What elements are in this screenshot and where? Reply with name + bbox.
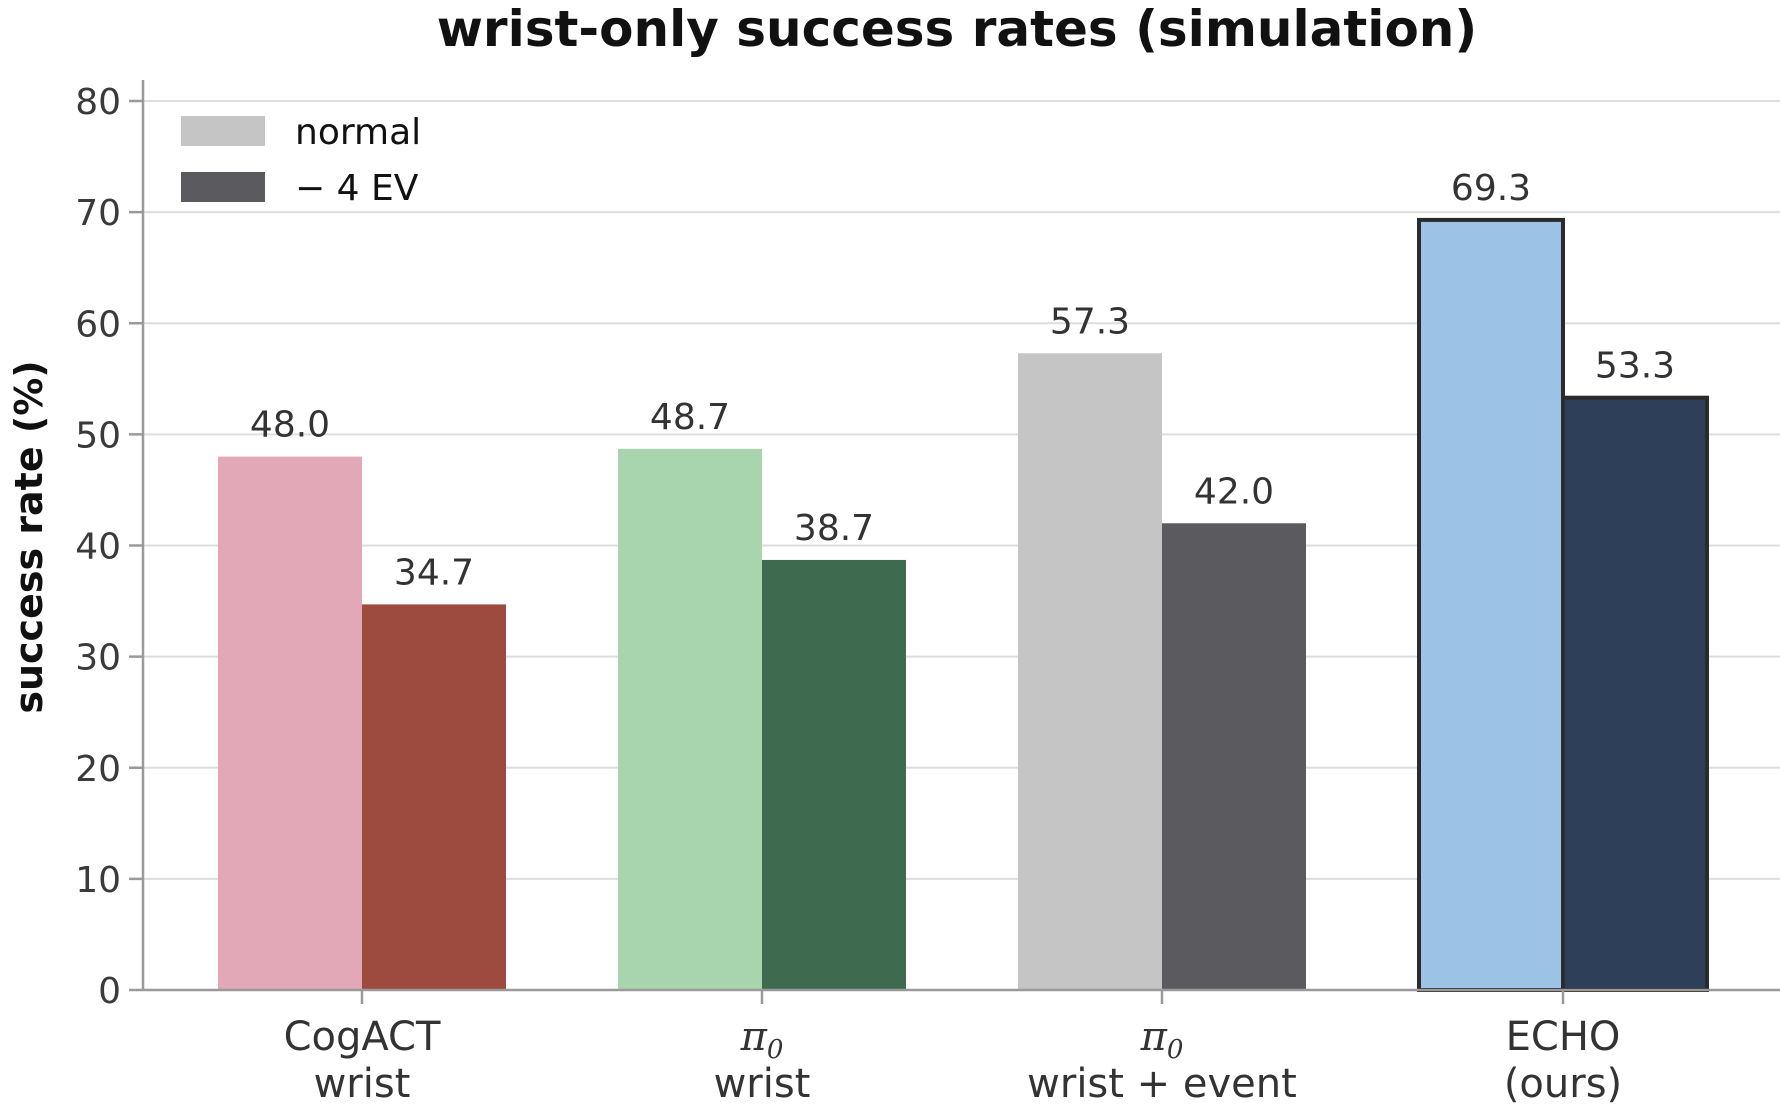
- x-tick-label-line2: (ours): [1504, 1061, 1622, 1107]
- data-label: 48.7: [650, 397, 730, 438]
- bar-minus-4ev-1: [762, 559, 906, 990]
- pi-symbol: π: [740, 1014, 768, 1060]
- bars: [218, 217, 1709, 992]
- bar-normal-1: [618, 448, 762, 990]
- data-label: 34.7: [394, 552, 474, 593]
- y-tick-label: 40: [75, 527, 121, 568]
- y-tick-label: 20: [75, 749, 121, 790]
- bar-minus-4ev-3: [1561, 395, 1709, 992]
- y-axis-label: success rate (%): [7, 360, 51, 713]
- chart-title: wrist-only success rates (simulation): [437, 0, 1478, 58]
- axes: 01020304050607080CogACTwristπ0wristπ0wri…: [75, 80, 1780, 1107]
- bar-normal-0: [218, 456, 362, 991]
- x-tick-label-line2: wrist: [714, 1061, 811, 1107]
- y-tick-label: 50: [75, 415, 121, 456]
- pi-subscript: 0: [1167, 1035, 1184, 1065]
- data-label: 38.7: [794, 508, 874, 549]
- y-tick-label: 80: [75, 82, 121, 123]
- legend: normal − 4 EV: [181, 112, 421, 209]
- x-tick-label-line1: CogACT: [284, 1014, 441, 1060]
- pi-symbol: π: [1140, 1014, 1168, 1060]
- legend-swatch-1: [181, 172, 265, 202]
- value-labels: 48.0 34.7 48.7 38.7 57.3 42.0 69.3 53.3: [250, 168, 1675, 593]
- x-tick-label-line2: wrist + event: [1027, 1061, 1297, 1107]
- legend-label: normal: [295, 112, 421, 153]
- y-tick-label: 60: [75, 304, 121, 345]
- bar-normal-2: [1018, 353, 1162, 990]
- legend-swatch-0: [181, 116, 265, 146]
- data-label: 42.0: [1194, 471, 1274, 512]
- x-tick-label-line1: π0: [740, 1014, 784, 1065]
- y-tick-label: 10: [75, 860, 121, 901]
- bar-normal-3: [1417, 217, 1565, 992]
- y-tick-label: 70: [75, 193, 121, 234]
- y-tick-label: 30: [75, 638, 121, 679]
- bar-minus-4ev-0: [362, 604, 506, 990]
- data-label: 53.3: [1595, 346, 1675, 387]
- data-label: 48.0: [250, 405, 330, 446]
- x-tick-label-line1: ECHO: [1506, 1014, 1621, 1060]
- legend-label: − 4 EV: [295, 168, 419, 209]
- x-tick-label-line1: π0: [1140, 1014, 1184, 1065]
- bar-minus-4ev-2: [1162, 523, 1306, 990]
- x-tick-label-line2: wrist: [314, 1061, 411, 1107]
- pi-subscript: 0: [767, 1035, 784, 1065]
- data-label: 69.3: [1451, 168, 1531, 209]
- data-label: 57.3: [1050, 301, 1130, 342]
- y-tick-label: 0: [98, 971, 121, 1012]
